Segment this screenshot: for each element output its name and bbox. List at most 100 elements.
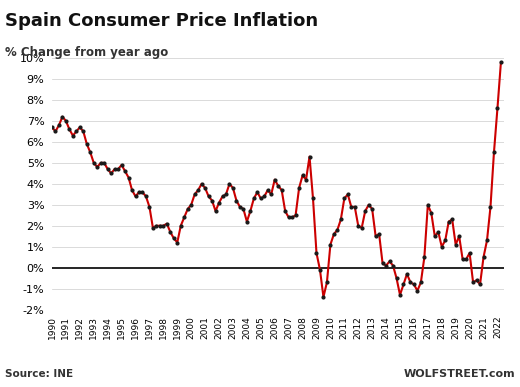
Point — [413, 288, 422, 294]
Point — [438, 244, 446, 250]
Point — [121, 168, 129, 174]
Point — [284, 214, 293, 221]
Point — [246, 208, 254, 214]
Point — [229, 185, 237, 191]
Point — [465, 250, 474, 256]
Point — [336, 216, 345, 223]
Point — [257, 195, 265, 202]
Point — [323, 279, 331, 286]
Point — [347, 204, 356, 210]
Point — [177, 223, 185, 229]
Point — [434, 229, 443, 235]
Point — [163, 221, 171, 227]
Point — [288, 214, 296, 221]
Point — [309, 195, 317, 202]
Point — [69, 132, 77, 139]
Point — [274, 183, 282, 189]
Point — [410, 281, 418, 288]
Point — [89, 160, 98, 166]
Point — [128, 187, 136, 193]
Point — [159, 223, 167, 229]
Point — [479, 254, 488, 260]
Point — [385, 258, 394, 264]
Point — [145, 204, 153, 210]
Point — [149, 225, 157, 231]
Point — [319, 294, 328, 300]
Point — [58, 114, 67, 120]
Point — [448, 216, 457, 223]
Point — [326, 241, 334, 248]
Point — [124, 175, 133, 181]
Point — [358, 225, 366, 231]
Point — [354, 223, 362, 229]
Point — [132, 194, 140, 200]
Point — [114, 166, 122, 172]
Point — [472, 277, 480, 283]
Point — [142, 194, 150, 200]
Point — [187, 202, 196, 208]
Point — [459, 256, 467, 262]
Point — [389, 262, 397, 269]
Text: Spain Consumer Price Inflation: Spain Consumer Price Inflation — [5, 12, 318, 30]
Point — [267, 191, 276, 197]
Point — [476, 281, 484, 288]
Point — [62, 118, 70, 124]
Point — [420, 254, 428, 260]
Point — [180, 214, 188, 221]
Point — [190, 191, 199, 197]
Point — [379, 260, 387, 267]
Point — [184, 206, 192, 212]
Point — [344, 191, 352, 197]
Point — [138, 189, 147, 195]
Point — [313, 250, 321, 256]
Point — [462, 256, 470, 262]
Point — [270, 176, 279, 183]
Point — [281, 208, 289, 214]
Point — [222, 191, 230, 197]
Point — [107, 170, 115, 176]
Point — [236, 204, 244, 210]
Point — [110, 166, 119, 172]
Point — [365, 202, 373, 208]
Point — [76, 124, 84, 130]
Point — [441, 237, 449, 243]
Point — [305, 154, 314, 160]
Point — [155, 223, 164, 229]
Point — [427, 210, 435, 216]
Point — [239, 206, 248, 212]
Point — [350, 204, 359, 210]
Point — [118, 162, 126, 168]
Point — [278, 187, 286, 193]
Point — [431, 233, 439, 239]
Point — [103, 166, 112, 172]
Point — [100, 160, 108, 166]
Point — [48, 124, 56, 130]
Point — [445, 218, 453, 224]
Point — [250, 195, 258, 202]
Point — [393, 275, 401, 281]
Point — [86, 149, 95, 156]
Text: % Change from year ago: % Change from year ago — [5, 46, 168, 60]
Point — [424, 202, 432, 208]
Point — [368, 206, 376, 212]
Point — [173, 240, 181, 246]
Point — [417, 279, 425, 286]
Point — [493, 105, 502, 111]
Point — [232, 197, 241, 204]
Point — [83, 141, 91, 147]
Point — [208, 197, 216, 204]
Point — [198, 181, 206, 187]
Point — [375, 231, 383, 237]
Point — [51, 128, 60, 135]
Point — [455, 233, 463, 239]
Point — [291, 212, 300, 218]
Point — [55, 122, 63, 128]
Point — [253, 189, 262, 195]
Point — [79, 128, 87, 135]
Point — [333, 227, 342, 233]
Point — [170, 235, 178, 241]
Point — [201, 185, 209, 191]
Point — [486, 204, 495, 210]
Point — [340, 195, 348, 202]
Point — [218, 194, 227, 200]
